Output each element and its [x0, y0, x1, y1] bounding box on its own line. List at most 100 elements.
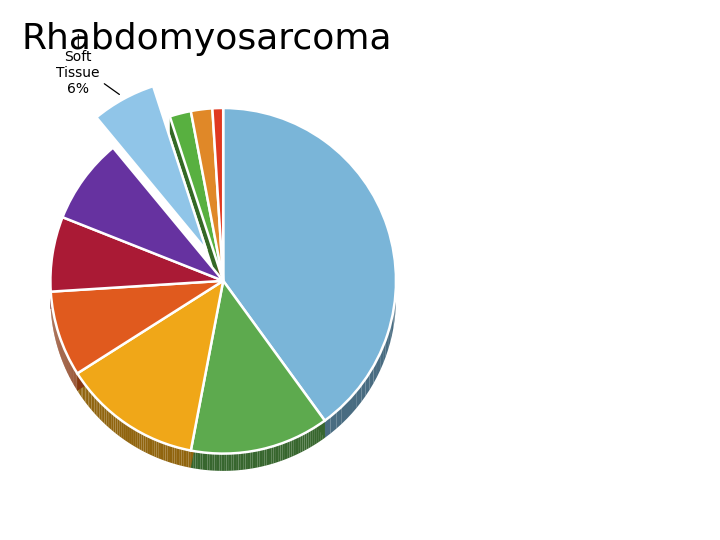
- Polygon shape: [78, 375, 80, 395]
- Polygon shape: [131, 427, 133, 446]
- Polygon shape: [191, 111, 223, 298]
- Polygon shape: [377, 353, 380, 377]
- Polygon shape: [63, 217, 223, 298]
- Polygon shape: [347, 396, 352, 418]
- Polygon shape: [352, 390, 357, 413]
- Text: Rhabdomyosarcoma: Rhabdomyosarcoma: [22, 22, 392, 56]
- Polygon shape: [143, 434, 145, 453]
- Polygon shape: [150, 437, 152, 456]
- Polygon shape: [141, 433, 143, 451]
- Polygon shape: [234, 453, 236, 470]
- Polygon shape: [366, 373, 369, 396]
- Polygon shape: [336, 407, 342, 429]
- Polygon shape: [177, 447, 179, 465]
- Polygon shape: [386, 333, 388, 357]
- Polygon shape: [184, 449, 186, 467]
- Polygon shape: [139, 432, 141, 450]
- Polygon shape: [264, 448, 266, 466]
- Polygon shape: [193, 451, 196, 469]
- Polygon shape: [189, 450, 191, 468]
- Polygon shape: [90, 391, 91, 410]
- Polygon shape: [323, 421, 325, 439]
- Polygon shape: [154, 439, 156, 457]
- Polygon shape: [302, 433, 305, 451]
- Polygon shape: [172, 446, 174, 464]
- Wedge shape: [50, 281, 223, 373]
- Polygon shape: [98, 400, 99, 419]
- Polygon shape: [80, 377, 81, 397]
- Polygon shape: [74, 368, 75, 387]
- Polygon shape: [50, 281, 223, 309]
- Polygon shape: [163, 443, 166, 461]
- Polygon shape: [269, 447, 271, 465]
- Polygon shape: [342, 401, 347, 424]
- Polygon shape: [158, 441, 161, 460]
- Polygon shape: [156, 440, 158, 458]
- Polygon shape: [294, 437, 296, 456]
- Polygon shape: [113, 147, 223, 298]
- Polygon shape: [212, 109, 223, 298]
- Polygon shape: [287, 441, 289, 458]
- Polygon shape: [243, 452, 246, 470]
- Polygon shape: [325, 416, 330, 438]
- Polygon shape: [87, 387, 89, 406]
- Polygon shape: [222, 454, 224, 471]
- Polygon shape: [276, 444, 278, 463]
- Polygon shape: [73, 367, 74, 386]
- Polygon shape: [112, 413, 114, 431]
- Polygon shape: [248, 451, 251, 469]
- Wedge shape: [50, 217, 223, 292]
- Polygon shape: [93, 394, 94, 414]
- Polygon shape: [84, 383, 86, 402]
- Polygon shape: [89, 389, 90, 408]
- Polygon shape: [77, 281, 223, 390]
- Polygon shape: [202, 453, 205, 470]
- Polygon shape: [110, 411, 112, 430]
- Polygon shape: [330, 411, 336, 434]
- Wedge shape: [223, 108, 396, 421]
- Polygon shape: [315, 426, 317, 444]
- Polygon shape: [125, 423, 127, 442]
- Polygon shape: [152, 438, 154, 456]
- Polygon shape: [253, 451, 255, 468]
- Polygon shape: [196, 451, 198, 469]
- Polygon shape: [133, 428, 135, 447]
- Polygon shape: [210, 453, 212, 470]
- Polygon shape: [191, 281, 223, 468]
- Polygon shape: [166, 444, 168, 462]
- Polygon shape: [120, 419, 121, 437]
- Polygon shape: [224, 454, 227, 471]
- Polygon shape: [107, 408, 108, 427]
- Polygon shape: [77, 281, 223, 390]
- Polygon shape: [50, 281, 223, 309]
- Polygon shape: [99, 401, 102, 421]
- Polygon shape: [223, 281, 325, 438]
- Polygon shape: [198, 452, 200, 469]
- Polygon shape: [321, 422, 323, 441]
- Polygon shape: [207, 453, 210, 470]
- Wedge shape: [77, 281, 223, 450]
- Polygon shape: [307, 431, 309, 449]
- Wedge shape: [212, 108, 223, 281]
- Wedge shape: [170, 111, 223, 281]
- Wedge shape: [191, 109, 223, 281]
- Polygon shape: [77, 373, 78, 393]
- Polygon shape: [223, 281, 325, 438]
- Polygon shape: [240, 453, 243, 470]
- Polygon shape: [312, 427, 315, 446]
- Polygon shape: [390, 318, 392, 343]
- Polygon shape: [289, 440, 292, 458]
- Polygon shape: [91, 393, 93, 411]
- Polygon shape: [220, 454, 222, 471]
- Polygon shape: [298, 435, 300, 454]
- Polygon shape: [191, 111, 223, 298]
- Polygon shape: [292, 438, 294, 457]
- Polygon shape: [179, 448, 181, 466]
- Polygon shape: [115, 416, 117, 435]
- Polygon shape: [104, 407, 107, 426]
- Polygon shape: [114, 414, 115, 433]
- Polygon shape: [283, 442, 285, 460]
- Polygon shape: [75, 370, 76, 388]
- Polygon shape: [81, 380, 83, 399]
- Polygon shape: [212, 453, 215, 471]
